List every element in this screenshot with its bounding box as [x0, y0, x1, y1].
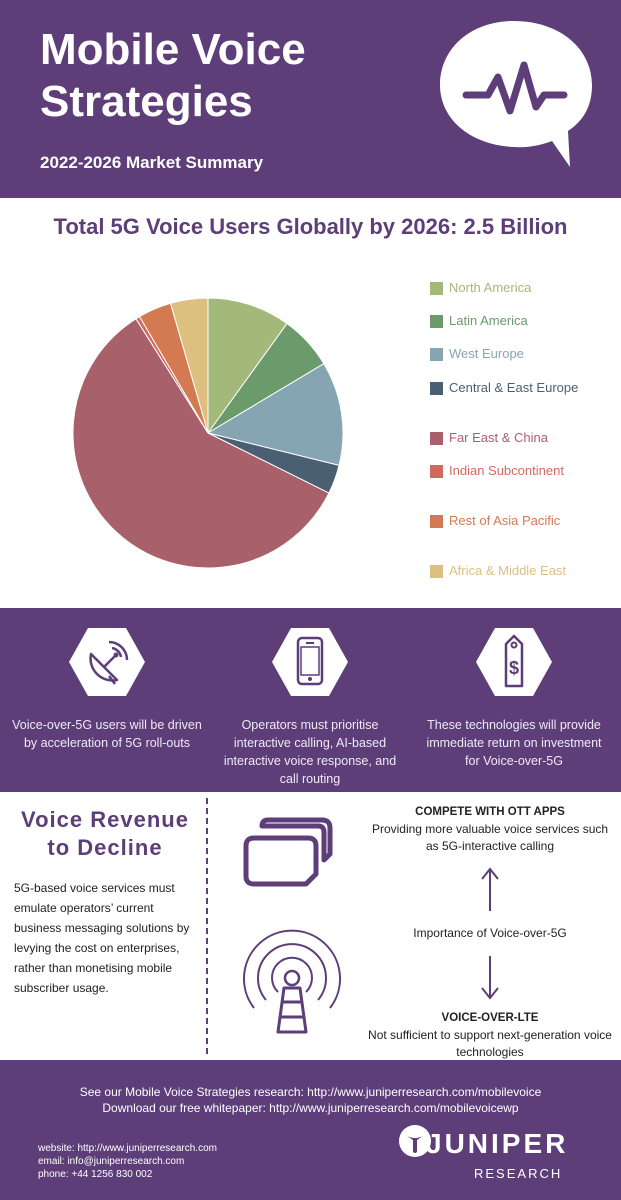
pie-slice-far-east-china [72, 318, 330, 569]
legend-label: Indian Subcontinent [449, 463, 564, 478]
phone-text: phone: +44 1256 830 002 [38, 1169, 153, 1180]
feature-text: Operators must prioritise interactive ca… [223, 718, 397, 786]
arrow-up-icon [481, 867, 499, 911]
pie-slice-west-europe [206, 362, 344, 466]
legend-swatch [430, 282, 443, 295]
feature-rollouts: Voice-over-5G users will be driven by ac… [7, 624, 207, 752]
legend-swatch [430, 515, 443, 528]
legend-label: Rest of Asia Pacific [449, 513, 561, 528]
whitepaper-link[interactable]: Download our free whitepaper: http://www… [102, 1101, 519, 1115]
footer-links: See our Mobile Voice Strategies research… [0, 1084, 621, 1116]
pie-slice-north-america [207, 297, 288, 435]
pie-chart-title: Total 5G Voice Users Globally by 2026: 2… [53, 214, 568, 239]
flow-bottom-title: VOICE-OVER-LTE [441, 1012, 539, 1024]
legend-swatch [430, 565, 443, 578]
website-text[interactable]: website: http://www.juniperresearch.com [38, 1143, 217, 1154]
speech-bubble-pulse-icon [440, 21, 592, 167]
juniper-logo-mark-icon [399, 1125, 431, 1157]
legend-label: Far East & China [449, 430, 548, 445]
pie-chart-section: Total 5G Voice Users Globally by 2026: 2… [0, 198, 621, 608]
footer: See our Mobile Voice Strategies research… [0, 1060, 621, 1200]
dashed-divider [206, 798, 208, 1054]
section-body: 5G-based voice services must emulate ope… [14, 881, 190, 995]
feature-text: Voice-over-5G users will be driven by ac… [12, 718, 202, 750]
page-title: Mobile Voice Strategies [40, 25, 306, 126]
legend-label: Central & East Europe [449, 380, 579, 395]
features-band: Voice-over-5G users will be driven by ac… [0, 608, 621, 792]
page-subtitle: 2022-2026 Market Summary [40, 153, 264, 172]
section-title: Voice Revenue to Decline [21, 807, 189, 860]
legend-swatch [430, 315, 443, 328]
signal-tower-icon [243, 929, 341, 1034]
legend-swatch [430, 382, 443, 395]
smartphone-icon [272, 628, 348, 696]
feature-roi: $ These technologies will provide immedi… [414, 624, 614, 770]
header-banner: Mobile Voice Strategies 2022-2026 Market… [0, 0, 621, 198]
arrow-down-icon [481, 956, 499, 1000]
pie-chart [72, 297, 344, 569]
flow-bottom-subtitle: Not sufficient to support next-generatio… [368, 1028, 612, 1059]
flow-top-title: COMPETE WITH OTT APPS [415, 806, 565, 818]
legend-swatch [430, 465, 443, 478]
legend-label: Africa & Middle East [449, 563, 567, 578]
research-link[interactable]: See our Mobile Voice Strategies research… [79, 1085, 542, 1099]
logo-wordmark: JUNIPER [426, 1128, 569, 1159]
feature-text: These technologies will provide immediat… [426, 718, 602, 768]
legend-label: West Europe [449, 346, 524, 361]
svg-text:$: $ [509, 658, 519, 678]
satellite-dish-icon [69, 628, 145, 696]
flow-top-subtitle: Providing more valuable voice services s… [371, 822, 609, 853]
legend-swatch [430, 432, 443, 445]
chat-bubbles-icon [243, 817, 333, 887]
voice-importance-flow: COMPETE WITH OTT APPS Providing more val… [365, 806, 615, 1061]
email-text[interactable]: email: info@juniperresearch.com [38, 1156, 185, 1167]
pie-slice-africa-middle-east [169, 297, 209, 434]
legend-swatch [430, 348, 443, 361]
juniper-logo: JUNIPER RESEARCH [396, 1122, 606, 1188]
legend-label: Latin America [449, 313, 528, 328]
contact-info: website: http://www.juniperresearch.com … [38, 1142, 217, 1181]
flow-middle-label: Importance of Voice-over-5G [413, 926, 567, 940]
price-tag-dollar-icon: $ [476, 628, 552, 696]
voice-revenue-section: Voice Revenue to Decline 5G-based voice … [0, 792, 621, 1060]
feature-interactive-calling: Operators must prioritise interactive ca… [210, 624, 410, 788]
logo-subtext: RESEARCH [474, 1166, 563, 1181]
legend-label: North America [449, 280, 532, 295]
